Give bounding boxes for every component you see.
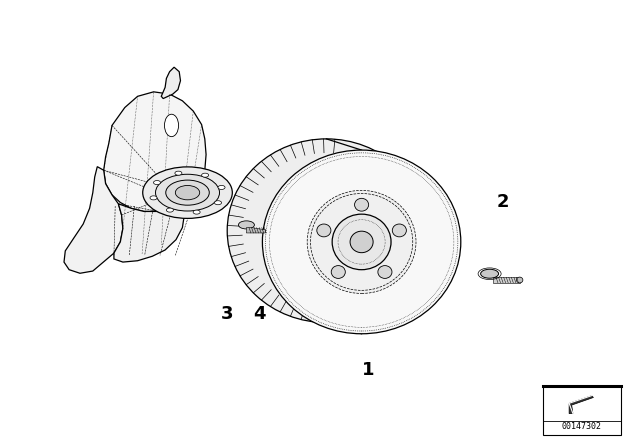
Ellipse shape: [202, 173, 209, 177]
Ellipse shape: [156, 174, 220, 211]
Ellipse shape: [262, 150, 461, 334]
Polygon shape: [104, 92, 206, 211]
Ellipse shape: [143, 167, 232, 218]
Ellipse shape: [193, 210, 200, 214]
Polygon shape: [246, 228, 266, 233]
Ellipse shape: [218, 185, 225, 190]
Ellipse shape: [332, 266, 346, 278]
Ellipse shape: [355, 198, 369, 211]
Ellipse shape: [307, 190, 416, 293]
Text: 3: 3: [221, 305, 234, 323]
Text: 00147302: 00147302: [562, 422, 602, 431]
Text: 2: 2: [496, 193, 509, 211]
Ellipse shape: [166, 208, 173, 212]
Polygon shape: [161, 67, 180, 99]
Ellipse shape: [516, 277, 523, 283]
Polygon shape: [569, 396, 593, 414]
Ellipse shape: [150, 196, 157, 200]
Ellipse shape: [317, 224, 331, 237]
Ellipse shape: [350, 231, 373, 253]
Text: 1: 1: [362, 361, 374, 379]
Ellipse shape: [332, 214, 391, 270]
Polygon shape: [493, 277, 520, 283]
Ellipse shape: [214, 201, 221, 205]
Ellipse shape: [164, 114, 179, 137]
Ellipse shape: [175, 171, 182, 175]
Ellipse shape: [154, 181, 161, 185]
Ellipse shape: [392, 224, 406, 237]
Polygon shape: [114, 202, 184, 262]
Ellipse shape: [238, 221, 255, 229]
Polygon shape: [64, 167, 123, 273]
Text: 4: 4: [253, 305, 266, 323]
Bar: [543, 386, 621, 435]
Ellipse shape: [175, 185, 200, 200]
Ellipse shape: [166, 180, 209, 205]
Ellipse shape: [227, 139, 426, 323]
Ellipse shape: [481, 269, 499, 278]
Ellipse shape: [378, 266, 392, 278]
